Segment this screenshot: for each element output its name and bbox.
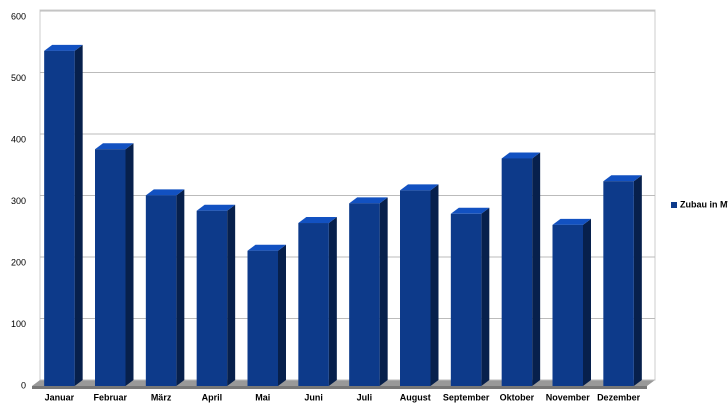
bar-top [247,244,286,251]
bar [552,224,583,386]
bar-top [552,218,591,225]
bar-top [349,197,388,204]
bar-top [501,152,541,159]
bar-side [74,44,83,386]
bar [44,50,75,386]
floor [32,380,655,386]
bar [603,181,634,386]
bar [400,190,431,386]
bar [349,203,380,386]
bar [196,210,228,386]
bar-top [44,44,83,51]
y-tick-label: 500 [11,73,26,83]
bar-top [298,217,337,224]
bar-side [583,218,591,386]
bar-top [145,189,185,196]
bar-side [278,244,286,386]
x-tick-label: September [443,392,490,402]
x-tick-label: Oktober [500,392,535,402]
bar-side [430,184,439,386]
bar-side [176,189,185,386]
x-tick-label: Mai [255,392,270,402]
bar-top [95,143,134,150]
x-tick-label: Juni [304,392,323,402]
x-tick-label: Januar [45,392,75,402]
floor-edge [32,386,647,389]
legend-swatch [671,202,677,208]
x-tick-label: August [400,392,431,402]
y-tick-label: 300 [11,196,26,206]
bar-top [603,175,642,182]
bar [145,195,177,386]
bar-top [196,204,236,211]
bar-top [450,207,490,214]
y-tick-label: 600 [11,11,26,21]
bar-top [400,184,439,191]
x-tick-label: April [202,392,223,402]
x-tick-label: März [151,392,172,402]
bar-side [633,175,642,386]
bar [247,250,278,386]
bar-side [227,204,236,386]
legend-label: Zubau in MW [680,199,728,209]
x-tick-label: November [546,392,591,402]
bar-side [125,143,134,386]
bar [95,149,126,386]
y-tick-label: 400 [11,134,26,144]
y-tick-label: 200 [11,257,26,267]
bar-side [532,152,541,386]
bar [450,213,482,386]
bar [298,223,329,386]
x-tick-label: Juli [357,392,373,402]
bar-side [379,197,388,386]
x-tick-label: Februar [93,392,127,402]
bar [501,158,533,386]
bar-side [481,207,490,386]
y-tick-label: 100 [11,319,26,329]
bar-side [328,217,337,386]
x-tick-label: Dezember [597,392,641,402]
y-tick-label: 0 [21,380,26,390]
